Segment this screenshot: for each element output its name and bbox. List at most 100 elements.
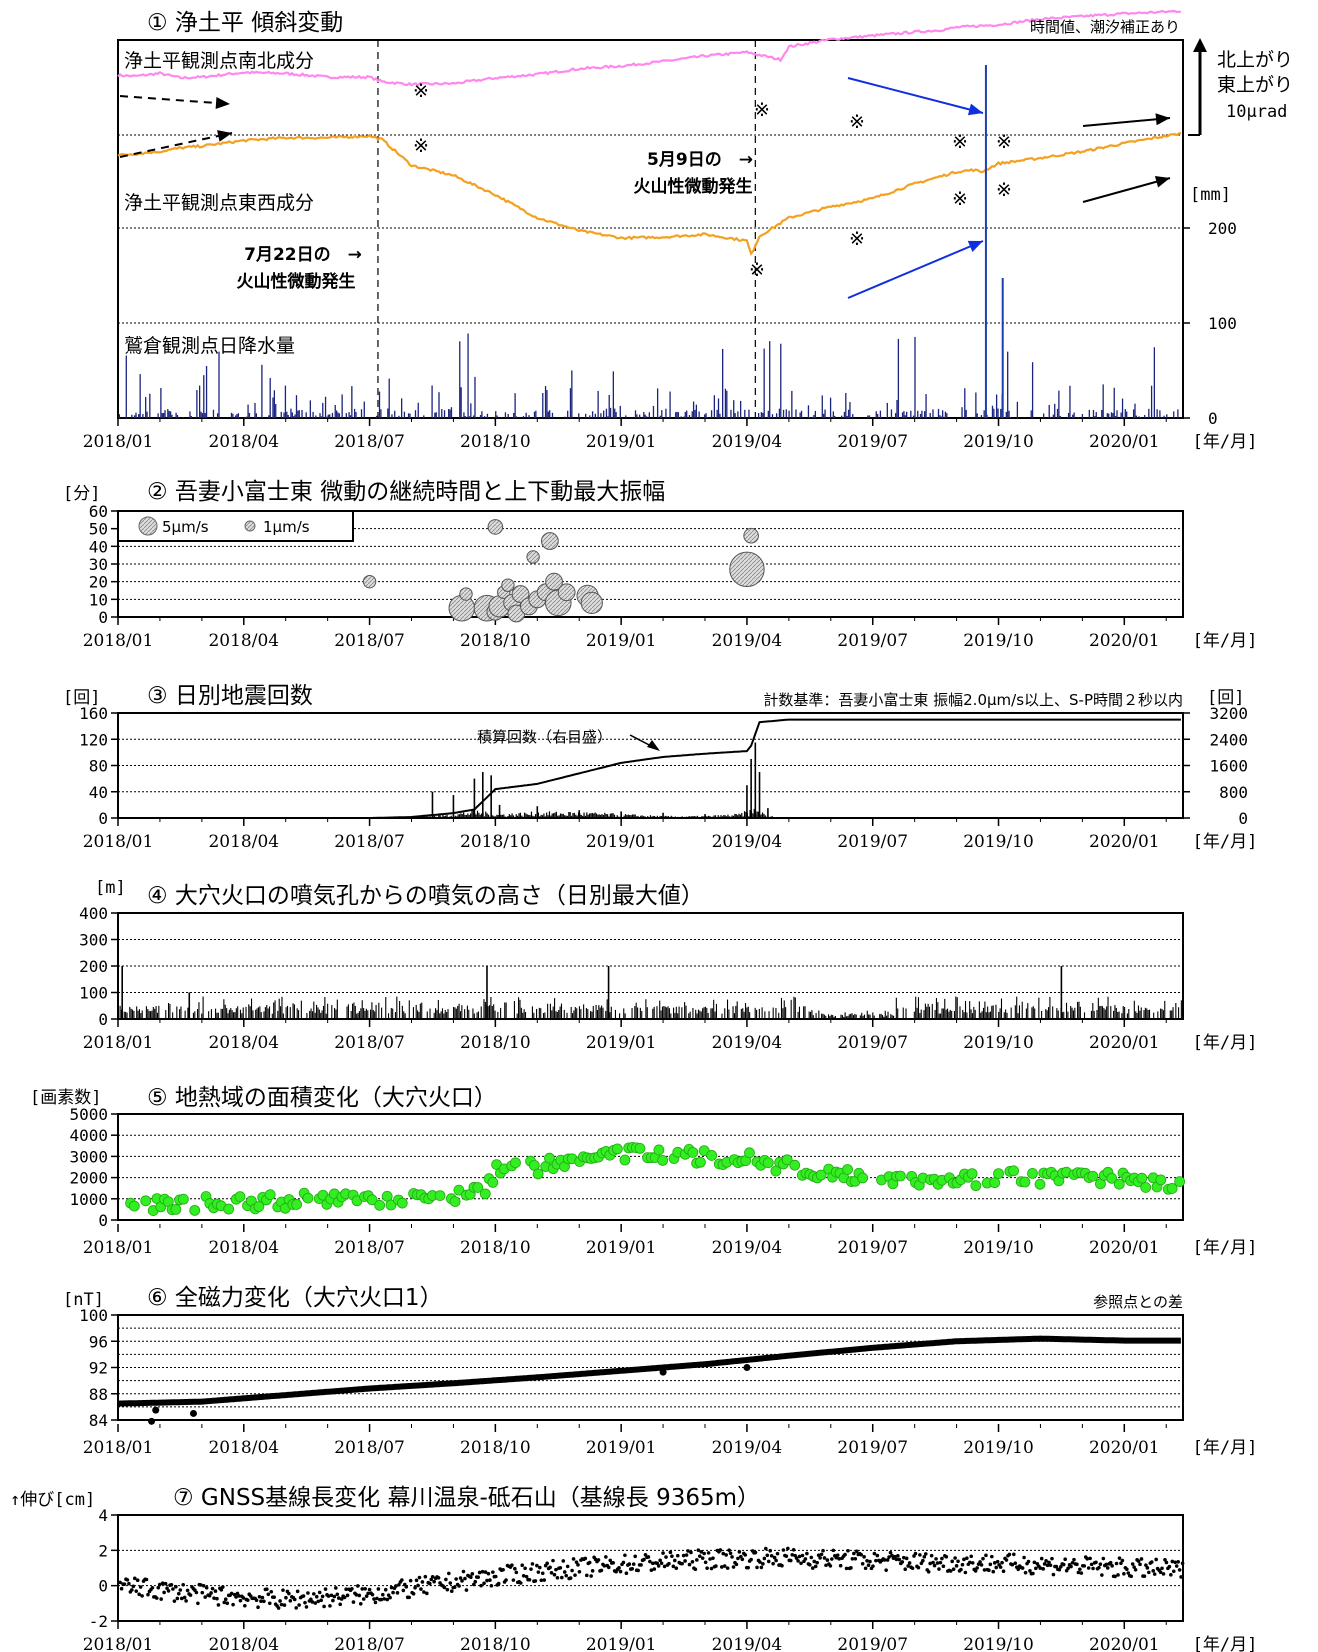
y-tick-label: 40 [89,537,108,556]
gnss-point [339,1597,344,1601]
gnss-point [937,1567,941,1571]
gnss-point [627,1562,632,1566]
gnss-point [461,1569,466,1574]
gnss-point [862,1555,866,1559]
gnss-point [269,1589,274,1594]
gnss-point [316,1599,321,1604]
gnss-point [932,1563,937,1568]
gnss-point [199,1583,203,1587]
gnss-point [755,1565,759,1570]
gnss-point [476,1575,480,1580]
thermal-point [1113,1178,1125,1190]
gnss-point [344,1587,348,1592]
quake-cumulative-line [118,718,1181,819]
x-tick-label: 2019/01 [586,432,657,452]
gnss-point [549,1571,554,1575]
gnss-point [1012,1552,1016,1557]
x-tick-label: 2019/07 [837,1635,908,1652]
gnss-point [822,1556,827,1560]
y-tick-label: 30 [89,555,108,574]
mag-series-line [117,1335,1181,1407]
x-tick-label: 2019/04 [712,631,783,651]
gnss-point [1038,1566,1043,1570]
gnss-point [488,1578,492,1582]
gnss-point [703,1560,708,1565]
gnss-point [570,1568,574,1573]
tremor-bubble [580,591,603,614]
rain-label: 鷲倉観測点日降水量 [124,335,295,357]
gnss-point [561,1559,566,1563]
gnss-point [590,1569,595,1573]
thermal-point [744,1147,755,1159]
thermal-point [1008,1165,1020,1177]
gnss-point [1180,1561,1185,1566]
x-tick-label: 2018/04 [208,432,279,452]
gnss-point [458,1576,463,1580]
gnss-point [229,1591,234,1596]
gnss-point [642,1557,646,1562]
gnss-point [483,1570,488,1574]
gnss-point [297,1603,301,1607]
gnss-point [948,1569,953,1573]
gnss-point [238,1598,243,1603]
x-axis-unit: [年/月] [1193,432,1258,452]
gnss-point [882,1558,887,1562]
tremor-bubble [545,572,563,591]
gnss-point [970,1561,975,1565]
gnss-point [135,1578,140,1583]
gnss-point [1045,1563,1050,1568]
gnss-point [709,1566,714,1571]
gnss-point [953,1556,957,1560]
gnss-point [140,1594,144,1598]
quake-note: 計数基準：吾妻小富士東 振幅2.0μm/s以上、S-P時間２秒以内 [763,691,1183,709]
gnss-point [740,1557,745,1562]
y-tick-label: 2 [98,1541,108,1560]
gnss-point [256,1605,260,1610]
gnss-point [485,1578,489,1583]
gnss-point [624,1571,629,1576]
gnss-point [1010,1562,1015,1567]
gnss-point [1142,1574,1147,1578]
thermal-point [653,1144,665,1156]
mag-point [152,1406,160,1414]
gnss-point [223,1597,228,1602]
gnss-point [207,1594,212,1598]
gnss-point [769,1553,774,1558]
gnss-point [454,1577,458,1581]
gnss-point [1164,1560,1169,1565]
x-tick-label: 2019/10 [963,631,1034,651]
gnss-point [482,1581,486,1586]
gnss-point [630,1567,635,1571]
gnss-point [154,1596,159,1600]
thermal-point [366,1194,378,1206]
gnss-point [813,1564,818,1569]
x-tick-label: 2018/10 [460,631,531,651]
scale-label-north: 北上がり [1217,49,1293,71]
gnss-point [1174,1564,1179,1568]
gnss-point [722,1564,727,1568]
annotation-jul22-line2: 火山性微動発生 [237,271,356,292]
trend-arrow-ew-head [217,130,232,142]
gnss-point [904,1556,909,1561]
gnss-point [681,1553,686,1558]
trend-arrow-blue [847,240,984,299]
gnss-point [511,1578,516,1582]
gnss-point [351,1600,356,1604]
gnss-point [530,1562,535,1566]
gnss-point [960,1562,965,1567]
gnss-point [828,1564,833,1568]
y-tick-label: 5000 [69,1105,108,1124]
gnss-point [1069,1564,1073,1569]
gnss-point [209,1591,213,1595]
gnss-point [260,1595,265,1600]
gnss-point [172,1599,177,1603]
thermal-point [611,1143,623,1155]
gnss-point [872,1551,877,1556]
x-tick-label: 2020/01 [1089,1033,1160,1053]
mag-point [743,1364,751,1371]
thermal-point [178,1193,189,1205]
gnss-point [445,1587,450,1592]
gnss-point [1031,1571,1035,1576]
gnss-point [382,1597,387,1601]
